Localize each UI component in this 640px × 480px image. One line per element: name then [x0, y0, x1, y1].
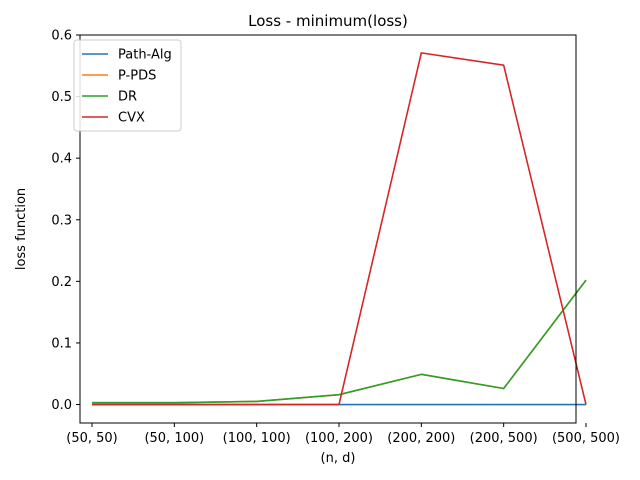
y-axis-ticks: 0.0 0.1 0.2 0.3 0.4 0.5 0.6 [51, 29, 80, 413]
legend-label: Path-Alg [118, 48, 172, 63]
legend-label: CVX [118, 111, 145, 126]
x-axis-label: (n, d) [321, 451, 356, 466]
x-tick-label: (100, 200) [305, 431, 373, 446]
chart-title: Loss - minimum(loss) [248, 12, 408, 30]
x-tick-label: (500, 500) [552, 431, 620, 446]
y-tick-label: 0.1 [51, 336, 72, 351]
legend-label: DR [118, 90, 137, 105]
y-tick-label: 0.3 [51, 213, 72, 228]
x-tick-label: (200, 500) [470, 431, 538, 446]
series-layer [92, 52, 587, 406]
x-tick-label: (100, 100) [223, 431, 291, 446]
x-tick-label: (200, 200) [387, 431, 455, 446]
legend-label: P-PDS [118, 69, 156, 84]
y-tick-label: 0.4 [51, 152, 72, 167]
x-axis-ticks: (50, 50) (50, 100) (100, 100) (100, 200) (20… [66, 423, 620, 446]
y-tick-label: 0.5 [51, 90, 72, 105]
y-tick-label: 0.0 [51, 398, 72, 413]
series-line-dr [92, 279, 587, 404]
y-tick-label: 0.6 [51, 29, 72, 44]
legend-box [73, 39, 182, 132]
plot-frame [79, 34, 577, 424]
y-axis-label: loss function [14, 188, 29, 270]
x-tick-label: (50, 50) [66, 431, 118, 446]
series-line-cvx [92, 52, 587, 406]
x-tick-label: (50, 100) [144, 431, 204, 446]
y-tick-label: 0.2 [51, 275, 72, 290]
legend: Path-Alg P-PDS DR CVX [73, 39, 182, 132]
